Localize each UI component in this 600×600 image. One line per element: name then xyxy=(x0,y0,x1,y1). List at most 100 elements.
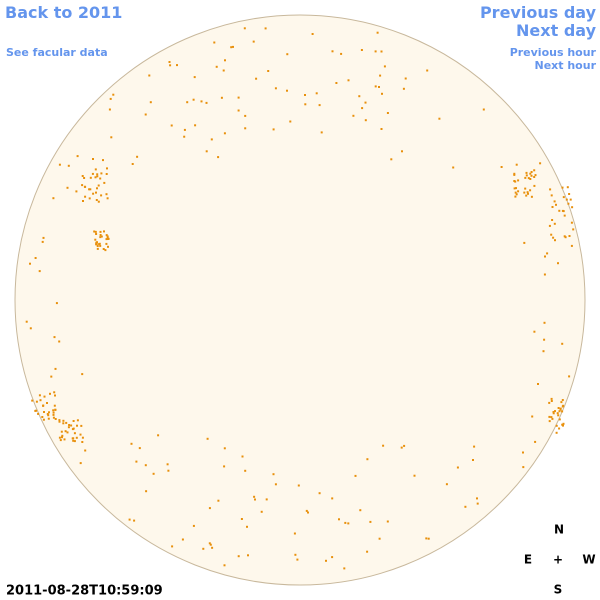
facular-point xyxy=(106,197,109,200)
facular-point xyxy=(514,195,517,198)
facular-point xyxy=(47,417,50,420)
facular-point xyxy=(331,556,334,559)
facular-point xyxy=(94,230,97,233)
facular-point xyxy=(386,112,389,114)
facular-point xyxy=(88,197,91,200)
facular-point xyxy=(529,189,532,192)
facular-point xyxy=(88,188,91,191)
facular-point xyxy=(522,451,524,454)
facular-point xyxy=(94,176,97,179)
facular-point xyxy=(205,150,208,153)
facular-point xyxy=(318,492,321,495)
facular-point xyxy=(311,33,314,35)
facular-point xyxy=(318,104,321,107)
facular-point xyxy=(223,465,226,468)
facular-point xyxy=(376,31,379,34)
facular-point xyxy=(230,46,233,49)
facular-point xyxy=(108,108,111,111)
facular-point xyxy=(145,490,148,493)
back-link[interactable]: Back to 2011 xyxy=(5,3,123,22)
facular-point xyxy=(76,419,79,422)
facular-point xyxy=(552,236,555,239)
facular-point xyxy=(84,195,87,198)
facular-point xyxy=(171,545,174,548)
facular-point xyxy=(566,186,569,189)
facular-point xyxy=(534,174,537,177)
facular-point xyxy=(206,437,209,440)
facular-point xyxy=(200,100,203,103)
facular-point xyxy=(240,518,243,520)
facular-point xyxy=(289,120,292,123)
facular-point xyxy=(378,86,380,88)
previous-day-link[interactable]: Previous day xyxy=(479,3,596,22)
facular-point xyxy=(84,449,87,452)
facular-point xyxy=(95,191,97,194)
previous-hour-link[interactable]: Previous hour xyxy=(509,46,596,59)
facular-point xyxy=(202,547,205,550)
facular-point xyxy=(34,409,37,412)
facular-point xyxy=(186,101,189,104)
facular-point xyxy=(331,50,334,53)
facular-point xyxy=(89,176,92,179)
facular-point xyxy=(170,124,173,127)
facular-point xyxy=(223,564,226,567)
facular-point xyxy=(305,509,308,512)
facular-point xyxy=(548,224,551,227)
facular-point xyxy=(38,394,41,397)
facular-point xyxy=(105,234,108,237)
facular-point xyxy=(379,74,382,77)
facular-point xyxy=(102,159,104,162)
facular-point xyxy=(109,97,112,100)
compass-north: N xyxy=(554,523,564,537)
facular-point xyxy=(98,243,101,246)
facular-point xyxy=(169,64,172,67)
facular-point xyxy=(96,187,98,190)
next-day-link[interactable]: Next day xyxy=(516,21,596,40)
facular-data-link[interactable]: See facular data xyxy=(6,46,108,59)
facular-point xyxy=(192,98,195,101)
facular-point xyxy=(364,101,367,104)
facular-point xyxy=(531,415,534,418)
facular-point xyxy=(31,399,34,402)
facular-point xyxy=(524,187,527,190)
facular-point xyxy=(70,424,73,427)
facular-point xyxy=(527,192,529,195)
facular-point xyxy=(570,221,573,224)
facular-point xyxy=(335,82,338,84)
facular-point xyxy=(144,113,147,116)
compass-south: S xyxy=(554,583,563,597)
facular-point xyxy=(404,77,407,80)
facular-point xyxy=(558,209,561,212)
facular-point xyxy=(73,440,76,443)
facular-point xyxy=(95,233,98,235)
facular-point xyxy=(166,463,169,466)
facular-point xyxy=(94,168,97,171)
facular-point xyxy=(561,186,564,189)
facular-point xyxy=(264,27,267,30)
facular-point xyxy=(522,466,525,469)
facular-point xyxy=(548,420,551,423)
facular-point xyxy=(81,175,84,177)
facular-points xyxy=(25,27,575,570)
facular-point xyxy=(38,270,41,273)
timestamp: 2011-08-28T10:59:09 xyxy=(6,584,163,599)
facular-point xyxy=(81,373,84,376)
facular-point xyxy=(562,404,565,407)
facular-point xyxy=(106,236,109,239)
next-hour-link[interactable]: Next hour xyxy=(534,59,597,72)
facular-point xyxy=(401,150,403,153)
facular-point xyxy=(79,462,82,465)
facular-point xyxy=(565,198,568,201)
facular-point xyxy=(546,252,549,255)
facular-point xyxy=(49,392,51,395)
facular-point xyxy=(513,187,516,190)
facular-point xyxy=(92,158,94,160)
facular-point xyxy=(99,244,102,247)
facular-point xyxy=(543,338,546,341)
facular-point xyxy=(558,410,561,413)
facular-point xyxy=(34,257,37,259)
facular-point xyxy=(42,404,45,407)
facular-point xyxy=(390,158,393,161)
facular-point xyxy=(39,399,42,402)
